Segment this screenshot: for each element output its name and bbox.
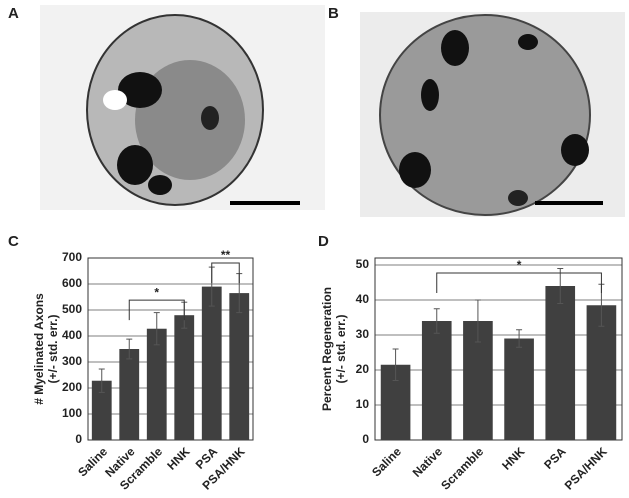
error-bar — [98, 368, 105, 393]
y-tick-label: 700 — [62, 250, 82, 264]
y-tick-label: 30 — [356, 327, 370, 341]
y-tick-label: 600 — [62, 276, 82, 290]
bar — [91, 380, 112, 440]
micrograph-b — [360, 12, 625, 217]
error-bar — [126, 338, 133, 360]
significance-bracket — [128, 299, 185, 321]
error-bar — [153, 312, 160, 346]
y-tick-label: 200 — [62, 380, 82, 394]
bar — [146, 328, 167, 440]
y-tick-label: 300 — [62, 354, 82, 368]
bar — [586, 305, 617, 440]
panel-label: C — [8, 233, 19, 250]
x-tick-label: Saline — [369, 444, 404, 479]
significance-label: * — [154, 285, 159, 299]
y-tick-label: 400 — [62, 328, 82, 342]
significance-bracket — [436, 272, 602, 294]
x-tick-label: PSA/HNK — [562, 444, 610, 492]
bar — [421, 321, 452, 440]
y-axis-label: Percent Regeneration — [320, 287, 334, 411]
y-axis-label: (+/- std. err.) — [46, 314, 60, 383]
x-tick-label: Scramble — [438, 444, 486, 492]
error-bar — [516, 329, 523, 348]
bar — [229, 293, 250, 440]
bar — [545, 286, 576, 440]
error-bar — [557, 268, 564, 304]
plot-frame — [374, 257, 623, 441]
y-tick-label: 100 — [62, 406, 82, 420]
bar — [119, 349, 140, 440]
x-tick-label: HNK — [499, 444, 528, 473]
y-axis-label: (+/- std. err.) — [334, 314, 348, 383]
x-tick-label: HNK — [164, 444, 193, 473]
y-tick-label: 40 — [356, 292, 370, 306]
y-axis-label: # Myelinated Axons — [32, 293, 46, 405]
y-tick-label: 0 — [362, 432, 369, 446]
panel-label: D — [318, 233, 329, 250]
micrograph-a — [40, 5, 325, 210]
x-tick-label: Native — [410, 444, 446, 480]
y-tick-label: 50 — [356, 257, 370, 271]
significance-label: * — [517, 258, 522, 272]
error-bar — [474, 299, 481, 343]
bar — [504, 338, 534, 440]
error-bar — [392, 348, 399, 381]
y-tick-label: 500 — [62, 302, 82, 316]
panel-label: B — [328, 5, 339, 22]
significance-label: ** — [221, 248, 231, 262]
y-tick-label: 0 — [75, 432, 82, 446]
y-tick-label: 10 — [356, 397, 370, 411]
bar — [174, 315, 195, 440]
bar — [201, 286, 222, 440]
x-tick-label: PSA — [541, 444, 569, 472]
significance-bracket — [211, 262, 240, 283]
error-bar — [433, 308, 440, 334]
y-tick-label: 20 — [356, 362, 370, 376]
panel-label: A — [8, 5, 19, 22]
plot-frame — [87, 257, 254, 441]
